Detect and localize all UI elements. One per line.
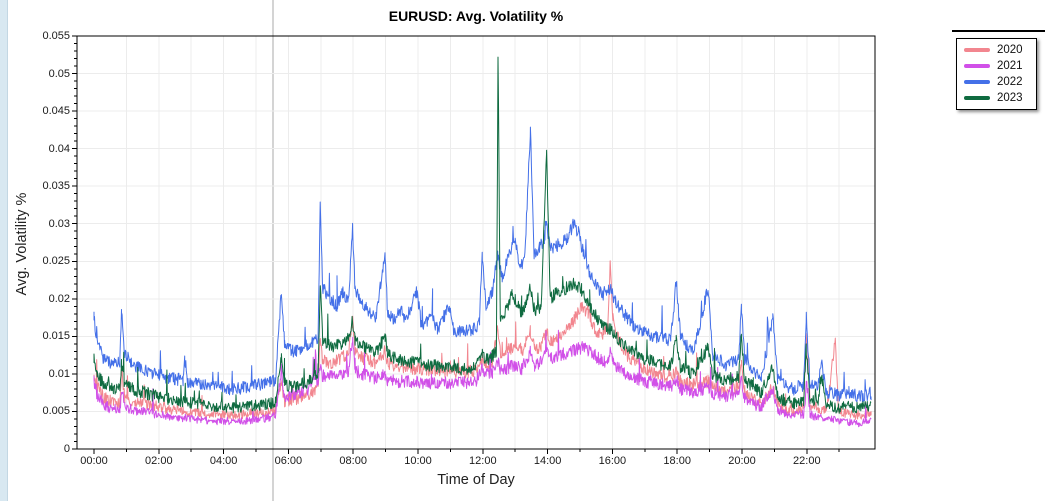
- y-tick-label: 0.02: [48, 292, 70, 305]
- y-tick-label: 0.04: [48, 142, 70, 155]
- y-tick-label: 0.03: [48, 217, 70, 230]
- x-axis-title: Time of Day: [437, 472, 515, 488]
- x-tick-label: 12:00: [469, 455, 497, 467]
- panel-top-divider-line: [952, 30, 1045, 32]
- legend: 2020 2021 2022 2023: [956, 38, 1037, 110]
- cursor-vertical-line[interactable]: [272, 0, 274, 501]
- legend-label: 2020: [997, 44, 1023, 56]
- y-tick-label: 0.035: [42, 180, 70, 193]
- x-tick-label: 22:00: [793, 455, 821, 467]
- x-tick-label: 20:00: [728, 455, 756, 467]
- x-tick-label: 10:00: [404, 455, 432, 467]
- y-tick-label: 0.005: [42, 405, 70, 418]
- series-line-2022: [93, 126, 872, 403]
- x-tick-label: 08:00: [339, 455, 367, 467]
- y-tick-label: 0.015: [42, 330, 70, 343]
- legend-swatch-2020: [964, 48, 990, 52]
- x-tick-label: 18:00: [663, 455, 691, 467]
- y-tick-label: 0.055: [42, 30, 70, 42]
- legend-swatch-2023: [964, 96, 990, 100]
- legend-entry-2022[interactable]: 2022: [957, 74, 1036, 90]
- legend-label: 2021: [997, 60, 1023, 72]
- series-line-2020: [93, 260, 872, 421]
- legend-entry-2023[interactable]: 2023: [957, 90, 1036, 106]
- series-line-2021: [93, 329, 872, 428]
- legend-swatch-2022: [964, 80, 990, 84]
- x-tick-label: 02:00: [145, 455, 173, 467]
- window-edge-strip: [0, 0, 8, 501]
- legend-swatch-2021: [964, 64, 990, 68]
- chart-title: EURUSD: Avg. Volatility %: [388, 8, 564, 24]
- y-tick-label: 0.05: [48, 67, 70, 80]
- x-tick-label: 04:00: [209, 455, 238, 467]
- y-axis-title: Avg. Volatility %: [14, 192, 30, 296]
- y-tick-label: 0.025: [42, 255, 70, 268]
- series-line-2023: [93, 56, 872, 414]
- plot-border: [76, 35, 876, 450]
- x-tick-label: 00:00: [80, 455, 108, 467]
- x-tick-label: 06:00: [274, 455, 303, 467]
- legend-entry-2020[interactable]: 2020: [957, 42, 1036, 58]
- legend-label: 2022: [997, 76, 1023, 88]
- x-tick-label: 14:00: [533, 455, 562, 467]
- legend-entry-2021[interactable]: 2021: [957, 58, 1036, 74]
- y-tick-label: 0.01: [48, 367, 70, 380]
- legend-label: 2023: [997, 92, 1023, 104]
- x-tick-label: 16:00: [598, 455, 627, 467]
- y-tick-label: 0: [63, 443, 70, 455]
- y-tick-label: 0.045: [42, 105, 70, 118]
